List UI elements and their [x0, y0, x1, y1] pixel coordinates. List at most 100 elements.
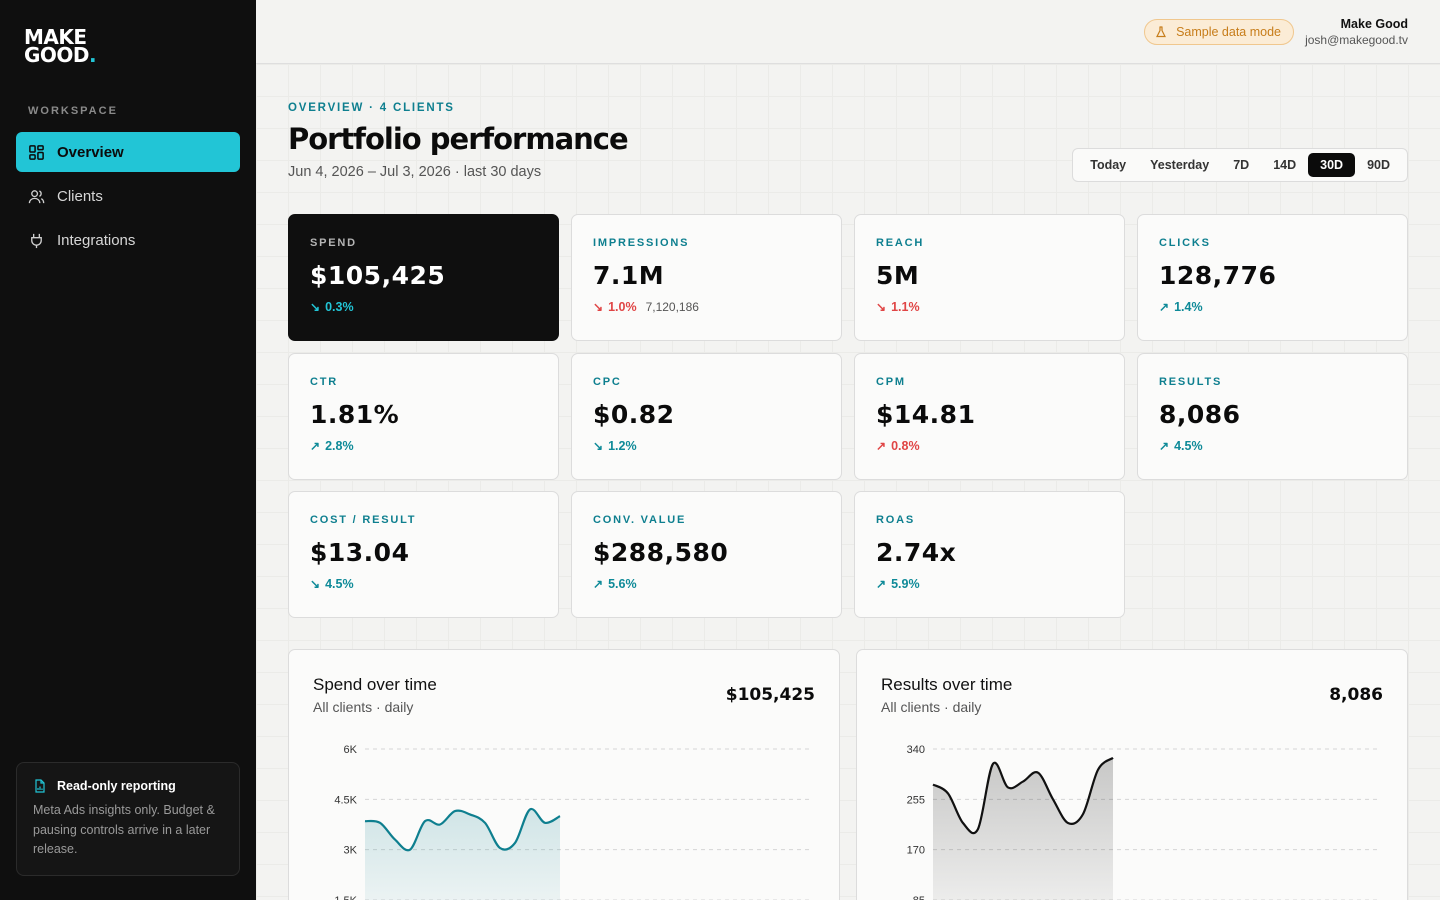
kpi-delta: ↗ 5.9%: [876, 577, 1103, 591]
sidebar-item-label: Overview: [57, 143, 124, 161]
chart-subtitle: All clients · daily: [881, 699, 982, 715]
sidebar-item-integrations[interactable]: Integrations: [16, 220, 240, 260]
date-range-picker: Today Yesterday 7D 14D 30D 90D: [1072, 148, 1408, 182]
chart-total: 8,086: [1329, 685, 1383, 705]
kpi-delta-value: 5.6%: [608, 577, 637, 591]
kpi-delta: ↘ 1.2%: [593, 439, 820, 453]
kpi-label: ROAS: [876, 514, 915, 526]
logo-line-1: MAKE: [24, 25, 87, 49]
chart-title: Results over time: [881, 675, 1013, 694]
kpi-card-cpc: CPC $0.82 ↘ 1.2%: [571, 353, 842, 480]
kpi-label: RESULTS: [1159, 376, 1223, 388]
kpi-value: $0.82: [593, 400, 675, 429]
range-yesterday[interactable]: Yesterday: [1150, 158, 1210, 172]
kpi-card-clicks: CLICKS 128,776 ↗ 1.4%: [1137, 214, 1408, 341]
arrow-up-right-icon: ↗: [1159, 439, 1170, 453]
kpi-delta-value: 1.4%: [1174, 300, 1203, 314]
page-title: Portfolio performance: [288, 122, 629, 156]
range-30d[interactable]: 30D: [1308, 153, 1356, 177]
sidebar-nav: Overview Clients Integrations: [16, 132, 240, 264]
y-tick-label: 85: [913, 895, 925, 900]
kpi-delta: ↘ 1.1%: [876, 300, 1103, 314]
kpi-delta: ↘ 1.0% 7,120,186: [593, 300, 820, 314]
sidebar-item-label: Clients: [57, 187, 103, 205]
kpi-delta-value: 1.1%: [891, 300, 920, 314]
kpi-value: 5M: [876, 261, 920, 290]
users-icon: [28, 188, 45, 205]
make-good-logo[interactable]: MAKE GOOD.: [24, 25, 97, 67]
series-area: [933, 757, 1113, 900]
kpi-value: 1.81%: [310, 400, 400, 429]
kpi-label: CONV. VALUE: [593, 514, 687, 526]
kpi-card-cpm: CPM $14.81 ↗ 0.8%: [854, 353, 1125, 480]
kpi-delta-value: 4.5%: [325, 577, 354, 591]
sample-data-badge: Sample data mode: [1144, 19, 1294, 45]
range-7d[interactable]: 7D: [1233, 158, 1250, 172]
arrow-down-right-icon: ↘: [593, 300, 604, 314]
series-line: [364, 807, 561, 852]
range-90d[interactable]: 90D: [1367, 158, 1390, 172]
logo-dot: .: [89, 43, 97, 67]
arrow-up-right-icon: ↗: [876, 439, 887, 453]
main-content: OVERVIEW · 4 CLIENTS Portfolio performan…: [256, 64, 1440, 900]
chart-title: Spend over time: [313, 675, 437, 694]
user-name: Make Good: [1340, 17, 1408, 31]
logo-line-2: GOOD: [24, 43, 90, 67]
kpi-card-impressions: IMPRESSIONS 7.1M ↘ 1.0% 7,120,186: [571, 214, 842, 341]
kpi-delta: ↗ 2.8%: [310, 439, 537, 453]
series-area: [365, 808, 560, 900]
kpi-delta-value: 0.8%: [891, 439, 920, 453]
sidebar: MAKE GOOD. WORKSPACE Overview Clients In…: [0, 0, 256, 900]
kpi-label: CTR: [310, 376, 339, 388]
kpi-delta: ↘ 0.3%: [310, 300, 537, 314]
arrow-down-right-icon: ↘: [310, 300, 321, 314]
kpi-delta-value: 2.8%: [325, 439, 354, 453]
kpi-delta-value: 4.5%: [1174, 439, 1203, 453]
kpi-value: $14.81: [876, 400, 976, 429]
kpi-value: 7.1M: [593, 261, 665, 290]
user-menu[interactable]: Make Good josh@makegood.tv: [1305, 17, 1408, 47]
sidebar-item-clients[interactable]: Clients: [16, 176, 240, 216]
kpi-label: CPC: [593, 376, 622, 388]
arrow-up-right-icon: ↗: [876, 577, 887, 591]
kpi-card-reach: REACH 5M ↘ 1.1%: [854, 214, 1125, 341]
kpi-delta-value: 0.3%: [325, 300, 354, 314]
kpi-label: REACH: [876, 237, 925, 249]
arrow-up-right-icon: ↗: [310, 439, 321, 453]
kpi-label: IMPRESSIONS: [593, 237, 690, 249]
sidebar-item-label: Integrations: [57, 231, 136, 249]
workspace-section-label: WORKSPACE: [28, 105, 118, 117]
range-14d[interactable]: 14D: [1273, 158, 1297, 172]
arrow-up-right-icon: ↗: [593, 577, 604, 591]
kpi-value: 128,776: [1159, 261, 1277, 290]
range-today[interactable]: Today: [1090, 158, 1127, 172]
arrow-down-right-icon: ↘: [310, 577, 321, 591]
read-only-info-card: Read-only reporting Meta Ads insights on…: [16, 762, 240, 876]
chart-total: $105,425: [725, 685, 815, 705]
arrow-down-right-icon: ↘: [593, 439, 604, 453]
arrow-down-right-icon: ↘: [876, 300, 887, 314]
kpi-delta: ↗ 0.8%: [876, 439, 1103, 453]
kpi-delta-value: 1.2%: [608, 439, 637, 453]
y-tick-label: 1.5K: [334, 895, 357, 900]
results-chart-card: Results over time All clients · daily 8,…: [856, 649, 1408, 900]
y-tick-label: 170: [907, 845, 925, 857]
sidebar-item-overview[interactable]: Overview: [16, 132, 240, 172]
info-title: Read-only reporting: [57, 779, 176, 793]
grid-icon: [28, 144, 45, 161]
kpi-value: $105,425: [310, 261, 446, 290]
kpi-card-results: RESULTS 8,086 ↗ 4.5%: [1137, 353, 1408, 480]
kpi-value: 2.74x: [876, 538, 957, 567]
y-tick-label: 340: [907, 744, 925, 756]
spend-chart-card: Spend over time All clients · daily $105…: [288, 649, 840, 900]
y-tick-label: 6K: [344, 744, 358, 756]
kpi-card-cost-result: COST / RESULT $13.04 ↘ 4.5%: [288, 491, 559, 618]
kpi-card-roas: ROAS 2.74x ↗ 5.9%: [854, 491, 1125, 618]
plug-icon: [28, 232, 45, 249]
kpi-value: 8,086: [1159, 400, 1241, 429]
arrow-up-right-icon: ↗: [1159, 300, 1170, 314]
kpi-delta: ↗ 1.4%: [1159, 300, 1386, 314]
y-tick-label: 255: [907, 794, 925, 806]
y-tick-label: 3K: [344, 845, 358, 857]
topbar: Sample data mode Make Good josh@makegood…: [256, 0, 1440, 64]
